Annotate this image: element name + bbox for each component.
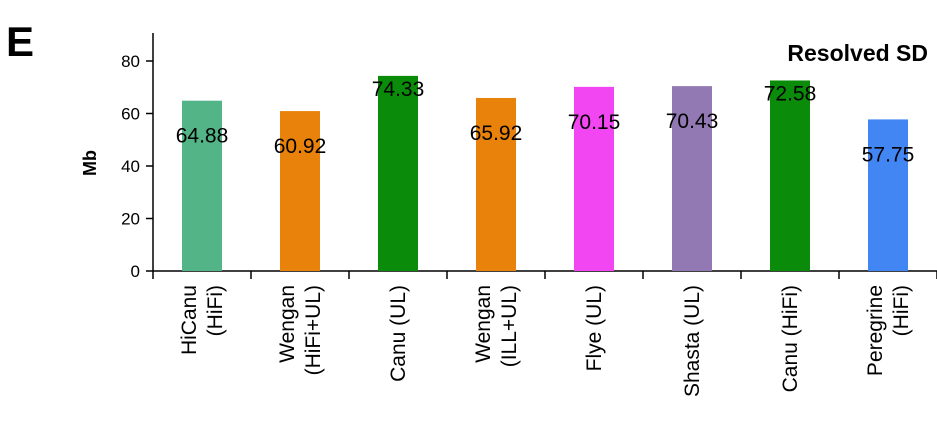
data-label: 72.58 <box>764 82 817 105</box>
category-label: Shasta (UL) <box>681 285 704 397</box>
y-tick-label: 40 <box>121 157 140 176</box>
category-label: Wengan <box>276 285 299 363</box>
category-label: (HiFi) <box>204 285 227 336</box>
y-axis-label: Mb <box>80 150 100 176</box>
bar <box>280 111 320 272</box>
category-label: Peregrine <box>864 285 887 376</box>
bar <box>868 119 908 271</box>
category-label: Canu (HiFi) <box>779 285 802 392</box>
data-label: 57.75 <box>862 143 915 166</box>
category-label: Wengan <box>472 285 495 363</box>
bar <box>770 80 810 271</box>
data-label: 74.33 <box>372 78 425 101</box>
category-label: HiCanu <box>178 285 201 355</box>
chart-title: Resolved SD <box>787 40 928 66</box>
bar <box>574 86 614 271</box>
category-label: Flye (UL) <box>583 285 606 371</box>
category-label: (HiFi) <box>890 285 913 336</box>
y-tick-label: 20 <box>121 210 140 229</box>
y-tick-label: 80 <box>121 52 140 71</box>
y-tick-label: 60 <box>121 105 140 124</box>
data-label: 64.88 <box>176 125 229 148</box>
category-label: (ILL+UL) <box>498 285 521 367</box>
category-label: Canu (UL) <box>387 285 410 382</box>
data-label: 70.15 <box>568 111 621 134</box>
data-label: 60.92 <box>274 135 327 158</box>
bar <box>378 75 418 271</box>
y-tick-label: 0 <box>131 262 140 281</box>
bar <box>672 86 712 271</box>
data-label: 70.43 <box>666 110 719 133</box>
bar <box>476 97 516 272</box>
category-label: (HiFi+UL) <box>302 285 325 375</box>
panel-label: E <box>6 18 34 65</box>
data-label: 65.92 <box>470 122 523 145</box>
bar <box>182 100 222 271</box>
